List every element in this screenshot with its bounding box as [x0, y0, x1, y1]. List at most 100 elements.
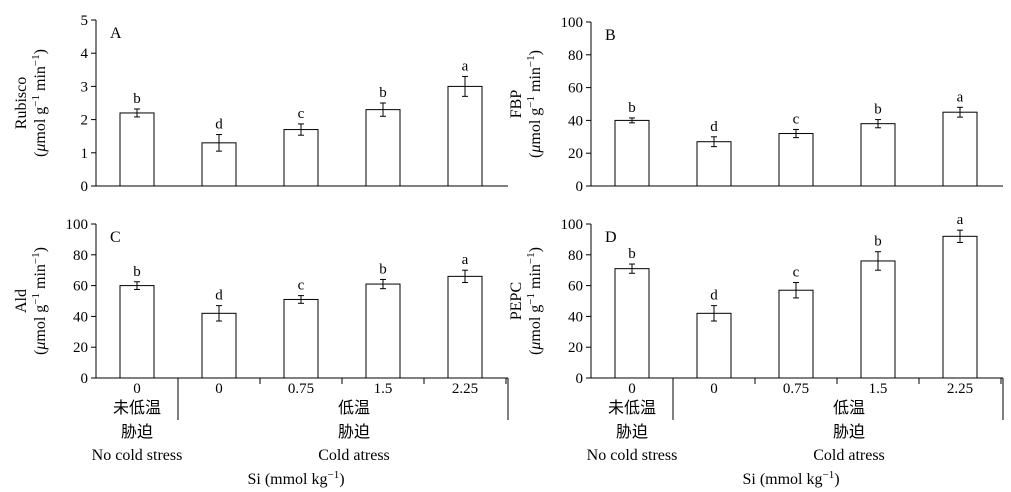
y-axis-unit-part: ( — [32, 350, 49, 355]
bar — [696, 312, 732, 379]
group-label-cold-cn: 低温 — [338, 399, 370, 417]
y-tick-label: 2 — [81, 113, 89, 129]
y-tick-label: 20 — [73, 340, 88, 356]
group-label-control-en: No cold stress — [587, 447, 678, 464]
group-label-control-cn: 未低温 — [113, 399, 161, 417]
y-tick-label: 0 — [81, 179, 89, 195]
y-axis-unit-part: mol g — [527, 305, 544, 342]
bar — [614, 268, 650, 379]
x-tick-label: 0 — [215, 381, 223, 397]
x-axis-title-part: Si (mmol kg — [247, 471, 327, 488]
bar — [860, 123, 896, 187]
significance-letter: d — [710, 288, 718, 304]
y-axis-unit-part: ( — [527, 153, 544, 158]
y-axis-unit-part: −1 — [30, 54, 42, 66]
x-axis-title-part: −1 — [822, 469, 834, 481]
x-axis-title: Si (mmol kg−1) — [247, 469, 344, 488]
group-label-cold-cn: 胁迫 — [338, 423, 370, 441]
x-tick-label: 0 — [628, 381, 636, 397]
bar — [447, 85, 483, 187]
y-axis-unit: (μmol g−1 min−1) — [525, 50, 544, 158]
y-axis-unit-part: ) — [32, 247, 49, 252]
significance-letter: b — [628, 100, 636, 116]
bar — [201, 312, 237, 379]
bar — [778, 289, 814, 379]
significance-letter: b — [628, 246, 636, 262]
significance-letter: c — [793, 111, 800, 127]
bar — [283, 129, 319, 187]
significance-letter: a — [462, 252, 469, 268]
y-axis-unit-part: ( — [32, 152, 49, 157]
y-tick-label: 80 — [568, 48, 583, 64]
y-tick-label: 80 — [73, 248, 88, 264]
significance-letter: a — [957, 212, 964, 228]
y-axis-unit-part: −1 — [30, 293, 42, 305]
x-tick-label: 0.75 — [288, 381, 314, 397]
y-tick-label: 5 — [81, 13, 89, 29]
group-label-control-cn: 未低温 — [608, 399, 656, 417]
panel-letter: B — [605, 27, 616, 44]
significance-letter: b — [379, 85, 387, 101]
group-label-control-cn: 胁迫 — [616, 423, 648, 441]
x-tick-label: 0.75 — [783, 381, 809, 397]
y-axis-unit-part: μ — [527, 342, 544, 351]
x-tick-label: 1.5 — [869, 381, 888, 397]
y-tick-label: 80 — [568, 248, 583, 264]
bar — [860, 260, 896, 379]
x-tick-label: 0 — [133, 381, 141, 397]
y-axis-unit-part: −1 — [525, 96, 537, 108]
y-axis-unit-part: mol g — [32, 107, 49, 144]
significance-letter: b — [874, 234, 882, 250]
significance-letter: a — [462, 58, 469, 74]
y-tick-label: 20 — [568, 146, 583, 162]
x-axis-title-part: −1 — [327, 469, 339, 481]
y-tick-label: 40 — [568, 309, 583, 325]
y-axis-unit-part: min — [527, 67, 544, 96]
significance-letter: d — [710, 119, 718, 135]
y-axis-unit-part: μ — [32, 144, 49, 153]
group-label-control-en: No cold stress — [92, 447, 183, 464]
y-tick-label: 0 — [81, 371, 89, 387]
bar — [614, 119, 650, 187]
x-axis-title: Si (mmol kg−1) — [742, 469, 839, 488]
y-tick-label: 40 — [568, 113, 583, 129]
bar — [365, 283, 401, 379]
y-axis-unit: (μmol g−1 min−1) — [30, 49, 49, 157]
bar — [942, 111, 978, 187]
bar — [942, 235, 978, 379]
significance-letter: a — [957, 89, 964, 105]
group-label-control-cn: 胁迫 — [121, 423, 153, 441]
bar — [447, 275, 483, 379]
y-axis-unit-part: μ — [527, 145, 544, 154]
significance-letter: b — [133, 264, 141, 280]
y-axis-unit-part: ) — [32, 49, 49, 54]
significance-letter: b — [874, 102, 882, 118]
x-axis-title-part: Si (mmol kg — [742, 471, 822, 488]
y-axis-unit-part: ) — [527, 247, 544, 252]
y-axis-unit-part: min — [32, 264, 49, 293]
y-tick-label: 3 — [81, 79, 89, 95]
significance-letter: c — [793, 265, 800, 281]
y-axis-unit: (μmol g−1 min−1) — [30, 247, 49, 355]
y-axis-label: Ald — [13, 289, 30, 313]
y-axis-unit-part: min — [32, 66, 49, 95]
bar — [778, 133, 814, 187]
y-tick-label: 40 — [73, 309, 88, 325]
group-label-cold-en: Cold atress — [318, 447, 390, 464]
y-axis-label: PEPC — [508, 282, 525, 320]
bar — [119, 112, 155, 187]
y-axis-unit-part: −1 — [525, 55, 537, 67]
y-axis-label: FBP — [508, 90, 525, 119]
y-tick-label: 60 — [568, 81, 583, 97]
bar — [283, 298, 319, 379]
panel-letter: A — [110, 25, 122, 42]
y-tick-label: 0 — [576, 371, 584, 387]
group-label-cold-cn: 低温 — [833, 399, 865, 417]
y-axis-unit-part: −1 — [525, 293, 537, 305]
x-axis-title-part: ) — [834, 471, 839, 488]
significance-letter: c — [298, 278, 305, 294]
x-tick-label: 2.25 — [452, 381, 478, 397]
y-tick-label: 100 — [561, 15, 584, 31]
